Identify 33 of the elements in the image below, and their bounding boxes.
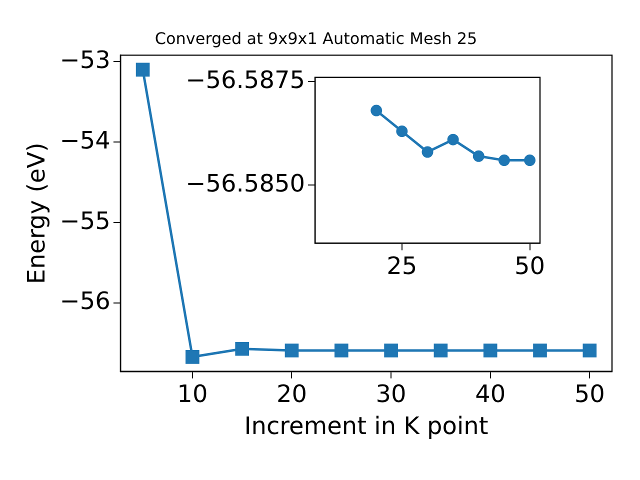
- y-tick-label: −56: [60, 287, 110, 316]
- point: [136, 62, 150, 77]
- x-tick-label: 50: [574, 380, 605, 408]
- point: [396, 126, 408, 138]
- x-tick-label: 10: [177, 380, 208, 408]
- x-tick-label: 50: [514, 252, 546, 280]
- x-tick-label: 25: [386, 252, 418, 280]
- y-tick-label: −55: [60, 206, 110, 235]
- y-tick-label: −56.5875: [186, 66, 305, 94]
- point: [434, 344, 448, 358]
- y-tick-label: −54: [60, 126, 110, 154]
- y-axis-title: Energy (eV): [22, 142, 51, 284]
- x-tick-label: 40: [475, 380, 506, 408]
- x-tick-label: 20: [276, 380, 308, 408]
- y-tick-label: −56.5850: [186, 169, 305, 198]
- point: [334, 344, 348, 358]
- point: [284, 344, 299, 358]
- point: [235, 342, 249, 356]
- point: [186, 350, 200, 364]
- y-tick-label: −53: [60, 46, 110, 74]
- point: [524, 154, 536, 166]
- chart-title: Converged at 9x9x1 Automatic Mesh 25: [154, 28, 478, 48]
- point: [422, 146, 434, 158]
- point: [472, 150, 484, 162]
- point: [483, 344, 498, 358]
- point: [582, 344, 597, 358]
- point: [447, 134, 459, 146]
- x-tick-label: 30: [376, 380, 406, 408]
- x-axis-title: Increment in K point: [244, 412, 488, 440]
- point: [498, 154, 510, 166]
- point: [533, 344, 547, 358]
- point: [370, 104, 382, 116]
- point: [384, 344, 398, 358]
